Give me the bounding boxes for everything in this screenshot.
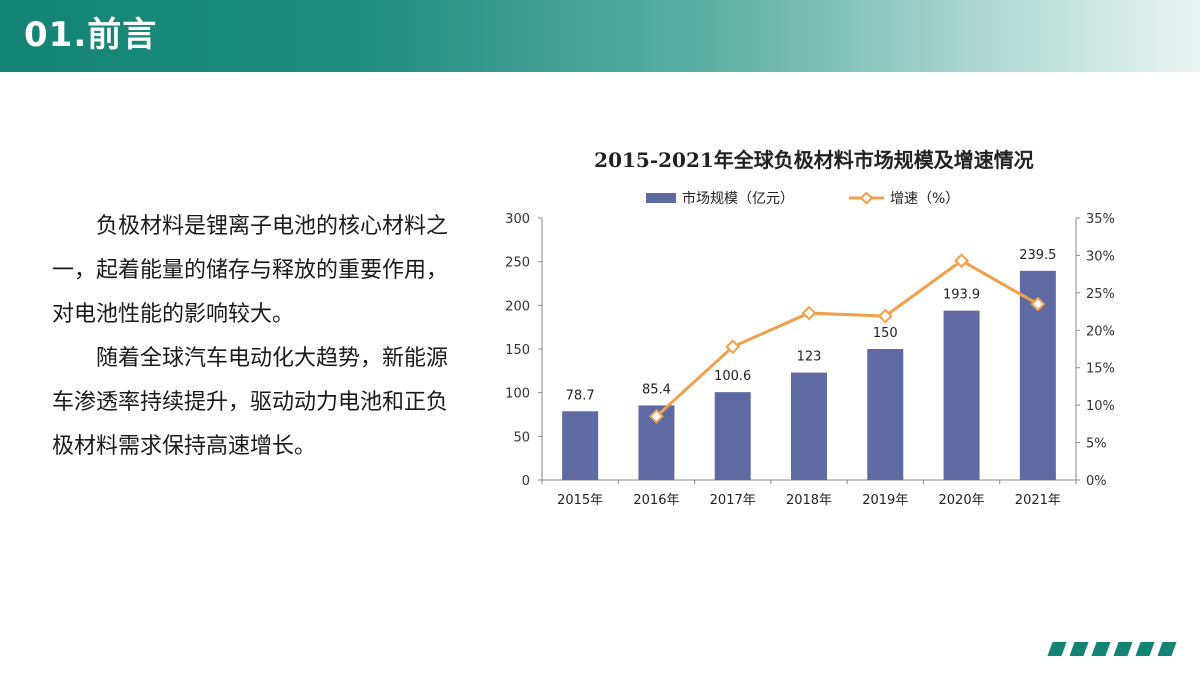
y-right-tick-label: 15%	[1086, 362, 1115, 377]
y-right-tick-label: 10%	[1086, 399, 1115, 414]
chart: 2015-2021年全球负极材料市场规模及增速情况 市场规模（亿元） 增速（%） …	[494, 134, 1115, 524]
y-left-tick-label: 200	[505, 299, 530, 314]
x-tick-label: 2017年	[710, 493, 756, 508]
intro-paragraph-1: 负极材料是锂离子电池的核心材料之一，起着能量的储存与释放的重要作用，对电池性能的…	[52, 214, 449, 327]
x-tick-label: 2018年	[786, 493, 832, 508]
intro-text: 负极材料是锂离子电池的核心材料之一，起着能量的储存与释放的重要作用，对电池性能的…	[52, 205, 462, 469]
legend-line-marker	[859, 191, 874, 205]
x-tick-label: 2019年	[862, 493, 908, 508]
bar	[714, 392, 751, 480]
growth-point	[877, 308, 893, 324]
growth-point	[649, 408, 664, 424]
legend-line-label: 增速（%）	[890, 191, 959, 207]
y-right-tick-label: 35%	[1086, 212, 1115, 227]
growth-point	[954, 253, 969, 269]
bar-data-label: 85.4	[642, 382, 671, 397]
stripe-mark	[1047, 642, 1067, 656]
bar	[791, 372, 827, 480]
y-left-tick-label: 100	[505, 387, 530, 402]
bar	[867, 349, 904, 480]
decorative-stripes	[1046, 642, 1186, 656]
bar-data-label: 150	[873, 326, 898, 341]
page-title: 01.前言	[24, 15, 158, 55]
y-left-tick-label: 0	[522, 474, 530, 489]
bar-data-label: 100.6	[714, 369, 751, 384]
stripe-mark	[1091, 642, 1111, 656]
bar-data-label: 193.9	[943, 288, 980, 303]
x-tick-label: 2021年	[1015, 493, 1061, 508]
chart-title: 2015-2021年全球负极材料市场规模及增速情况	[594, 148, 1034, 172]
bar-data-label: 78.7	[566, 388, 595, 403]
bar	[943, 310, 980, 480]
bar-data-label: 123	[797, 350, 822, 365]
x-tick-label: 2020年	[939, 493, 985, 508]
y-left-tick-label: 150	[505, 343, 530, 358]
stripe-mark	[1069, 642, 1089, 656]
stripe-mark	[1135, 642, 1155, 656]
y-right-tick-label: 0%	[1086, 474, 1107, 489]
stripe-mark	[1157, 642, 1177, 656]
chart-axes: 0 50 100 150 200 250 300 0% 5% 10% 15% 20% 25% 30% 35%…	[505, 212, 1115, 508]
growth-line	[655, 258, 1039, 418]
chart-legend: 市场规模（亿元） 增速（%）	[646, 190, 959, 207]
y-left-tick-label: 250	[505, 256, 530, 271]
intro-paragraph-2: 随着全球汽车电动化大趋势，新能源车渗透率持续提升，驱动动力电池和正负极材料需求保…	[52, 346, 449, 459]
y-right-tick-label: 30%	[1086, 249, 1115, 264]
bar	[562, 411, 599, 480]
legend-bar-label: 市场规模（亿元）	[682, 190, 794, 207]
line-series	[649, 253, 1046, 424]
y-left-tick-label: 50	[513, 430, 530, 445]
growth-point	[1030, 296, 1046, 312]
y-right-tick-label: 5%	[1086, 437, 1107, 452]
bar-data-label: 239.5	[1019, 248, 1056, 263]
legend-bar-swatch	[646, 193, 676, 203]
x-tick-label: 2015年	[557, 493, 603, 508]
chart-canvas: 市场规模（亿元） 增速（%） 0 50 100 150 200 250 300 0% 5% 10% 1…	[505, 190, 1115, 508]
header-bar: 01.前言	[0, 0, 1200, 72]
y-right-tick-label: 20%	[1086, 324, 1115, 339]
bar-series: 78.7 85.4 100.6 123 150 193.9 239.5	[562, 248, 1056, 480]
y-left-tick-label: 300	[505, 212, 530, 227]
growth-point	[725, 339, 741, 355]
stripe-mark	[1113, 642, 1133, 656]
x-tick-label: 2016年	[633, 493, 679, 508]
y-right-tick-label: 25%	[1086, 287, 1115, 302]
growth-point	[801, 305, 817, 321]
